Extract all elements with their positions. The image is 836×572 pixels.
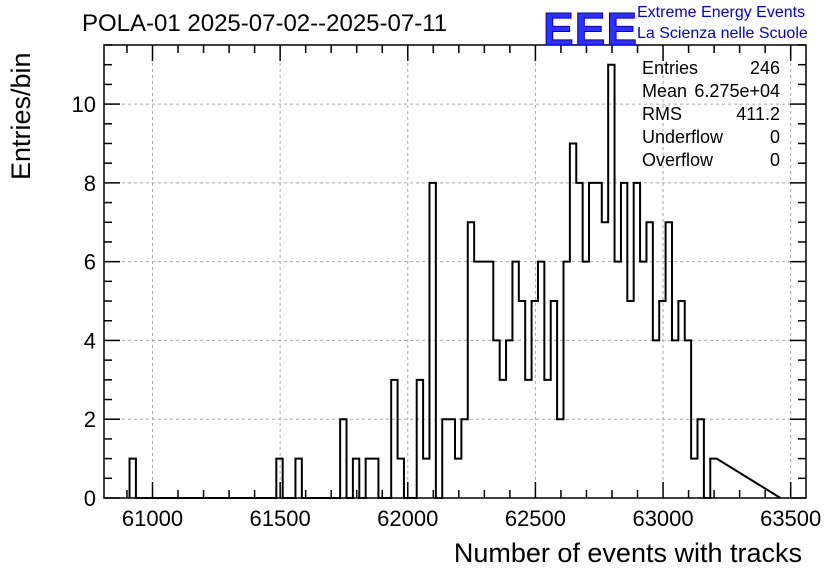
histogram-bin	[583, 262, 589, 498]
stat-underflow: Underflow 0	[642, 127, 780, 149]
stat-rms: RMS 411.2	[642, 104, 780, 126]
histogram-bin	[602, 222, 608, 498]
y-tick-label: 10	[72, 92, 96, 117]
y-tick-label: 2	[84, 407, 96, 432]
x-tick-label: 63500	[760, 506, 821, 531]
tick-labels: 61000 61500 62000 62500 63000 63500 0 2 4 6 8 10	[72, 92, 822, 531]
x-tick-label: 62500	[505, 506, 566, 531]
chart-title: POLA-01 2025-07-02--2025-07-11	[82, 10, 448, 37]
y-tick-label: 0	[84, 486, 96, 511]
y-tick-label: 6	[84, 250, 96, 275]
stat-entries: Entries 246	[642, 58, 780, 80]
histogram-bin	[525, 380, 531, 498]
stat-value: 0	[769, 150, 780, 170]
histogram-bin	[474, 262, 480, 498]
axes	[103, 44, 807, 499]
logo-tagline-1: Extreme Energy Events	[637, 4, 806, 21]
eee-logo: EEE	[542, 3, 639, 56]
stat-mean: Mean 6.275e+04	[642, 81, 780, 103]
x-tick-label: 61000	[122, 506, 183, 531]
y-axis-label: Entries/bin	[6, 52, 36, 180]
x-tick-label: 61500	[250, 506, 311, 531]
stat-value: 0	[769, 127, 780, 147]
histogram-bin	[615, 262, 621, 498]
stat-label: Entries	[642, 58, 699, 78]
histogram-bin	[640, 262, 646, 498]
stat-label: RMS	[642, 104, 682, 124]
stat-value: 411.2	[736, 104, 780, 124]
stat-overflow: Overflow 0	[642, 150, 780, 172]
stat-value: 246	[749, 58, 780, 78]
x-axis-label: Number of events with tracks	[453, 538, 802, 568]
histogram-bin	[481, 262, 487, 498]
y-tick-label: 4	[84, 328, 96, 353]
logo-tagline-2: La Scienza nelle Scuole	[637, 25, 808, 42]
stat-value: 6.275e+04	[694, 81, 780, 101]
x-tick-label: 62000	[377, 506, 438, 531]
stat-label: Underflow	[642, 127, 724, 147]
x-tick-label: 63000	[632, 506, 693, 531]
plot-frame	[103, 44, 807, 499]
y-tick-label: 8	[84, 171, 96, 196]
histogram-bars	[128, 63, 781, 499]
histogram-bin	[691, 459, 697, 498]
histogram-bin	[500, 380, 506, 498]
stat-label: Overflow	[642, 150, 714, 170]
histogram-bin	[627, 301, 633, 498]
histogram-bin	[557, 419, 563, 498]
histogram-bin	[423, 459, 429, 498]
histogram-outline	[128, 63, 781, 499]
histogram-bin	[544, 380, 550, 498]
stat-label: Mean	[642, 81, 688, 101]
